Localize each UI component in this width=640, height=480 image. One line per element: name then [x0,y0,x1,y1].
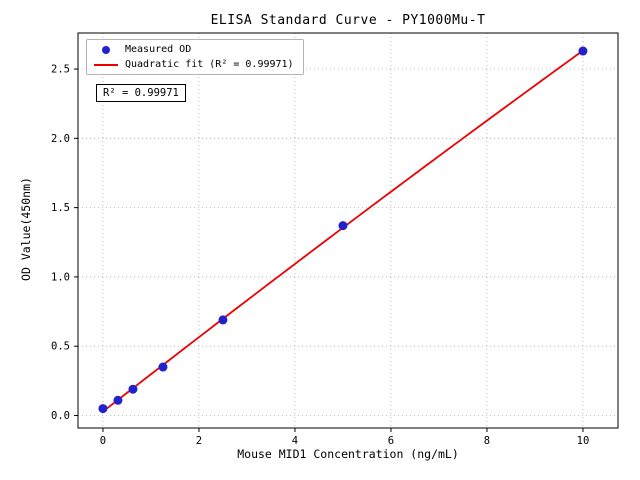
legend: Measured OD Quadratic fit (R² = 0.99971) [86,39,304,75]
scatter-point [113,395,123,405]
scatter-point [338,221,348,231]
legend-label: Measured OD [125,44,192,55]
blue-dot-icon [102,45,110,54]
chart-title: ELISA Standard Curve - PY1000Mu-T [210,13,486,28]
y-tick-label: 1.5 [51,202,70,214]
scatter-point [158,362,168,372]
y-tick-label: 1.0 [51,271,70,283]
quadratic-fit-line [102,49,584,413]
scatter-point [578,46,588,56]
x-tick-label: 10 [577,435,590,447]
scatter-point [128,384,138,394]
x-tick-label: 0 [100,435,106,447]
scatter-point [218,315,228,325]
y-tick-label: 0.0 [51,410,70,422]
scatter-point [98,404,108,414]
legend-label: Quadratic fit (R² = 0.99971) [125,59,294,70]
x-tick-label: 4 [292,435,298,447]
x-tick-label: 2 [196,435,202,447]
legend-item-quadratic-fit: Quadratic fit (R² = 0.99971) [93,59,294,70]
r-squared-annotation: R² = 0.99971 [96,84,186,102]
x-tick-label: 8 [484,435,490,447]
y-tick-label: 0.5 [51,341,70,353]
x-axis-label: Mouse MID1 Concentration (ng/mL) [237,447,459,461]
red-line-icon [94,63,118,66]
y-tick-label: 2.0 [51,133,70,145]
y-tick-label: 2.5 [51,64,70,76]
legend-item-measured-od: Measured OD [93,44,294,55]
x-tick-label: 6 [388,435,394,447]
axes-box [77,32,619,429]
